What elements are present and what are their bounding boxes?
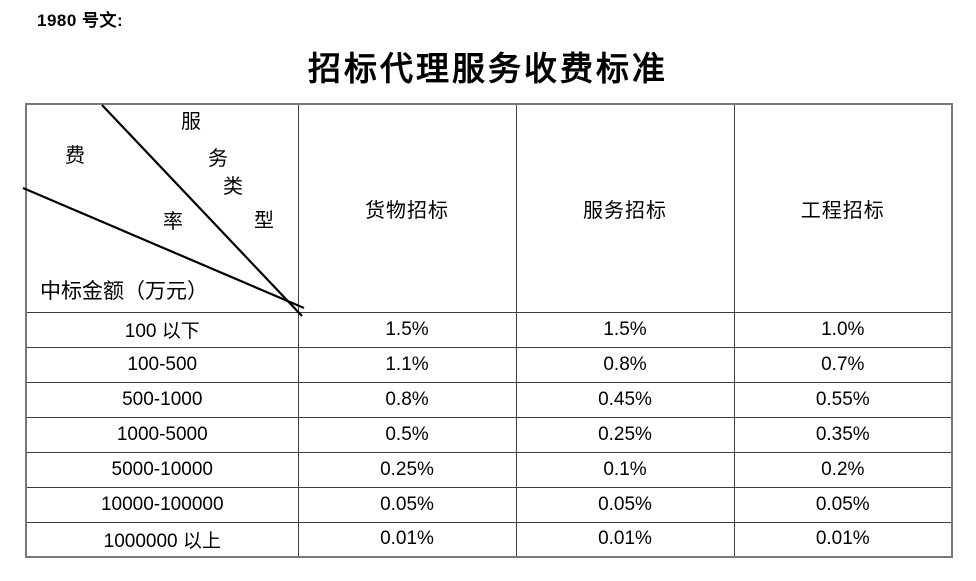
table-row: 1000-5000 0.5% 0.25% 0.35% bbox=[25, 416, 953, 453]
rate-cell: 0.01% bbox=[733, 521, 953, 558]
amount-range-cell: 500-1000 bbox=[25, 381, 299, 418]
rate-cell: 0.8% bbox=[297, 381, 517, 418]
table-row: 5000-10000 0.25% 0.1% 0.2% bbox=[25, 451, 953, 488]
rate-cell: 1.5% bbox=[297, 311, 517, 348]
corner-amount-label: 中标金额（万元） bbox=[40, 279, 208, 303]
corner-service-type-char: 型 bbox=[254, 210, 274, 232]
table-row: 1000000 以上 0.01% 0.01% 0.01% bbox=[25, 521, 953, 558]
amount-range-cell: 1000-5000 bbox=[25, 416, 299, 453]
table-row: 100 以下 1.5% 1.5% 1.0% bbox=[25, 311, 953, 348]
amount-range-cell: 100-500 bbox=[25, 346, 299, 383]
table-row: 100-500 1.1% 0.8% 0.7% bbox=[25, 346, 953, 383]
rate-cell: 1.5% bbox=[515, 311, 735, 348]
rate-cell: 0.01% bbox=[297, 521, 517, 558]
rate-cell: 0.01% bbox=[515, 521, 735, 558]
rate-cell: 0.05% bbox=[297, 486, 517, 523]
corner-header-cell: 服 务 类 型 费 率 中标金额（万元） bbox=[22, 103, 305, 317]
rate-cell: 0.45% bbox=[515, 381, 735, 418]
corner-service-type-char: 类 bbox=[223, 176, 243, 198]
corner-service-type-char: 服 bbox=[181, 111, 201, 133]
rate-cell: 1.0% bbox=[733, 311, 953, 348]
col-header-service-bidding: 服务招标 bbox=[515, 103, 735, 313]
doc-ref: 1980 号文: bbox=[37, 11, 124, 30]
rate-cell: 0.35% bbox=[733, 416, 953, 453]
rate-cell: 0.1% bbox=[515, 451, 735, 488]
amount-range-cell: 10000-100000 bbox=[25, 486, 299, 523]
rate-cell: 0.05% bbox=[733, 486, 953, 523]
amount-range-cell: 1000000 以上 bbox=[25, 521, 299, 558]
rate-cell: 0.2% bbox=[733, 451, 953, 488]
amount-range-cell: 100 以下 bbox=[25, 311, 299, 348]
rate-cell: 0.8% bbox=[515, 346, 735, 383]
rate-cell: 0.05% bbox=[515, 486, 735, 523]
fee-table: 服 务 类 型 费 率 中标金额（万元） 货物招标 服务招标 工程招标 100 … bbox=[22, 103, 953, 558]
header-row: 服 务 类 型 费 率 中标金额（万元） 货物招标 服务招标 工程招标 bbox=[22, 103, 953, 317]
col-header-goods-bidding: 货物招标 bbox=[297, 103, 517, 313]
rate-cell: 0.25% bbox=[515, 416, 735, 453]
amount-range-cell: 5000-10000 bbox=[25, 451, 299, 488]
col-header-works-bidding: 工程招标 bbox=[733, 103, 953, 313]
page-title: 招标代理服务收费标准 bbox=[308, 52, 668, 88]
rate-cell: 0.7% bbox=[733, 346, 953, 383]
corner-service-type-char: 务 bbox=[208, 148, 228, 170]
rate-cell: 0.25% bbox=[297, 451, 517, 488]
rate-cell: 1.1% bbox=[297, 346, 517, 383]
table-row: 500-1000 0.8% 0.45% 0.55% bbox=[25, 381, 953, 418]
corner-rate-char: 费 bbox=[65, 145, 85, 167]
table-row: 10000-100000 0.05% 0.05% 0.05% bbox=[25, 486, 953, 523]
corner-rate-char: 率 bbox=[163, 211, 183, 233]
rate-cell: 0.5% bbox=[297, 416, 517, 453]
rate-cell: 0.55% bbox=[733, 381, 953, 418]
